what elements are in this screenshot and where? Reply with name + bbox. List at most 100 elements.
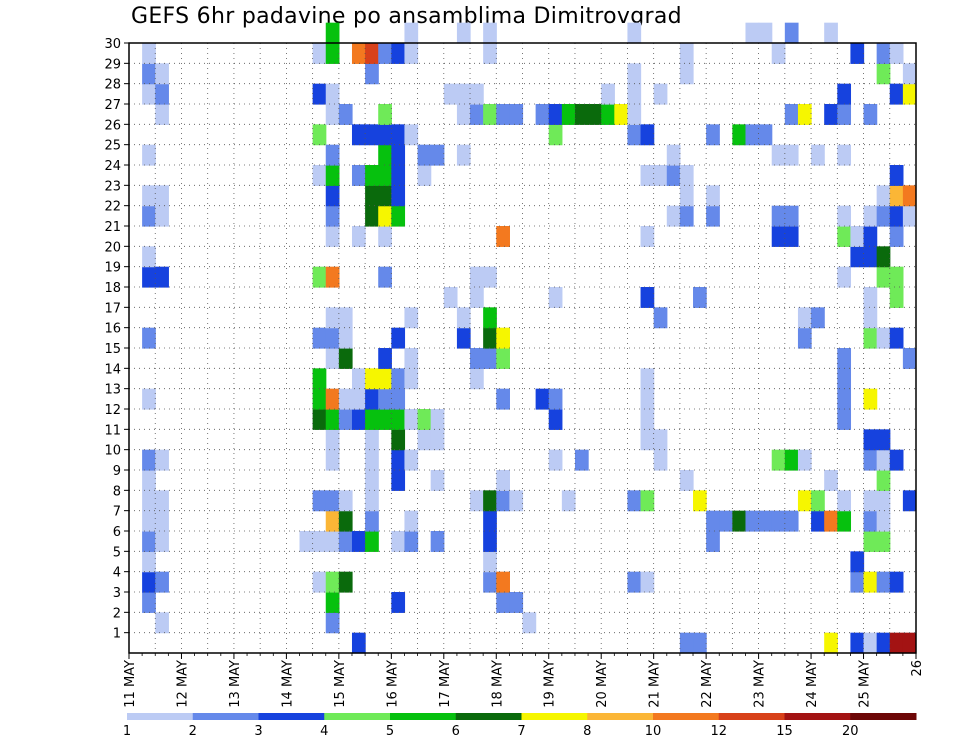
heatmap-cell	[797, 327, 812, 349]
heatmap-cell	[456, 104, 471, 125]
heatmap-cell	[745, 510, 760, 532]
heatmap-cell	[824, 510, 838, 532]
heatmap-cell	[142, 510, 156, 532]
heatmap-cell	[876, 63, 891, 85]
y-tick-label: 20	[104, 240, 121, 255]
x-tick-label: 24 MAY	[805, 660, 820, 708]
heatmap-cell	[391, 531, 406, 552]
y-tick-label: 24	[104, 159, 121, 174]
heatmap-cell	[889, 43, 904, 64]
colorbar-level-label: 5	[386, 724, 394, 739]
heatmap-cell	[142, 388, 156, 410]
heatmap-cell	[404, 409, 419, 430]
y-tick-label: 25	[104, 139, 121, 154]
heatmap-cell	[325, 83, 340, 105]
heatmap-cell	[850, 571, 865, 593]
colorbar-level-label: 20	[842, 724, 859, 739]
heatmap-cell	[365, 205, 379, 227]
heatmap-cell	[312, 165, 327, 186]
heatmap-cell	[365, 43, 379, 64]
heatmap-cell	[758, 124, 773, 146]
heatmap-cell	[142, 592, 156, 613]
x-tick-label: 22 MAY	[700, 660, 715, 708]
heatmap-cell	[430, 409, 445, 430]
heatmap-cell	[876, 449, 891, 471]
heatmap-cell	[391, 368, 406, 390]
heatmap-cell	[142, 246, 156, 268]
heatmap-cell	[456, 83, 471, 105]
heatmap-cell	[325, 307, 340, 329]
heatmap-cell	[837, 409, 852, 430]
heatmap-cell	[863, 531, 878, 552]
y-tick-label: 5	[113, 545, 121, 560]
heatmap-cell	[561, 104, 576, 125]
heatmap-cell	[365, 388, 379, 410]
heatmap-cell	[483, 490, 497, 512]
heatmap-cell	[155, 449, 169, 471]
heatmap-cell	[351, 632, 366, 654]
heatmap-cell	[338, 490, 353, 512]
heatmap-cell	[325, 165, 340, 186]
y-tick-label: 2	[113, 606, 121, 621]
heatmap-cell	[837, 368, 852, 390]
heatmap-cell	[666, 205, 681, 227]
y-tick-label: 23	[104, 179, 121, 194]
heatmap-cell	[771, 226, 786, 247]
heatmap-cell	[483, 22, 497, 44]
heatmap-cell	[378, 368, 392, 390]
heatmap-cell	[601, 83, 615, 105]
heatmap-cell	[325, 104, 340, 125]
colorbar: 1 2 3 4 5 6 7 8 10 12 15 20	[123, 713, 917, 739]
heatmap-cell	[902, 490, 916, 512]
heatmap-cell	[483, 307, 497, 329]
heatmap-cell	[351, 124, 366, 146]
x-tick-label: 21 MAY	[648, 660, 663, 708]
heatmap-cell	[535, 104, 550, 125]
heatmap-cell	[142, 266, 156, 288]
heatmap-cell	[496, 571, 510, 593]
heatmap-cell	[325, 327, 340, 349]
heatmap-cell	[483, 551, 497, 573]
heatmap-cell	[850, 551, 865, 573]
colorbar-level-label: 1	[123, 724, 131, 739]
heatmap-cell	[417, 144, 432, 166]
y-tick-label: 30	[104, 37, 121, 52]
heatmap-cell	[142, 144, 156, 166]
heatmap-cell	[142, 470, 156, 491]
colorbar-segment	[718, 713, 785, 720]
heatmap-cell	[470, 490, 484, 512]
heatmap-cell	[509, 104, 524, 125]
heatmap-cell	[719, 510, 733, 532]
heatmap-cell	[706, 124, 720, 146]
y-tick-label: 29	[104, 57, 121, 72]
x-tick-label: 12 MAY	[175, 660, 190, 708]
heatmap-cell	[365, 124, 379, 146]
heatmap-cell	[351, 409, 366, 430]
y-tick-label: 3	[113, 586, 121, 601]
heatmap-cell	[325, 205, 340, 227]
heatmap-cell	[679, 63, 694, 85]
heatmap-cell	[378, 409, 392, 430]
heatmap-cell	[404, 307, 419, 329]
heatmap-cell	[312, 490, 327, 512]
y-tick-label: 26	[104, 118, 121, 133]
heatmap-cell	[338, 409, 353, 430]
heatmap-cell	[653, 83, 668, 105]
heatmap-cell	[483, 104, 497, 125]
x-tick-label: 26	[910, 660, 925, 677]
heatmap-cell	[365, 490, 379, 512]
heatmap-cell	[797, 307, 812, 329]
heatmap-cell	[706, 205, 720, 227]
colorbar-segment	[784, 713, 851, 720]
heatmap-cell	[470, 287, 484, 308]
heatmap-cell	[706, 531, 720, 552]
heatmap-cell	[653, 307, 668, 329]
heatmap-cell	[679, 205, 694, 227]
x-tick-label: 25 MAY	[858, 660, 873, 708]
heatmap-cell	[850, 226, 865, 247]
heatmap-cell	[155, 510, 169, 532]
y-tick-label: 12	[104, 403, 121, 418]
heatmap-cell	[470, 368, 484, 390]
heatmap-cell	[797, 104, 812, 125]
heatmap-cell	[640, 226, 655, 247]
